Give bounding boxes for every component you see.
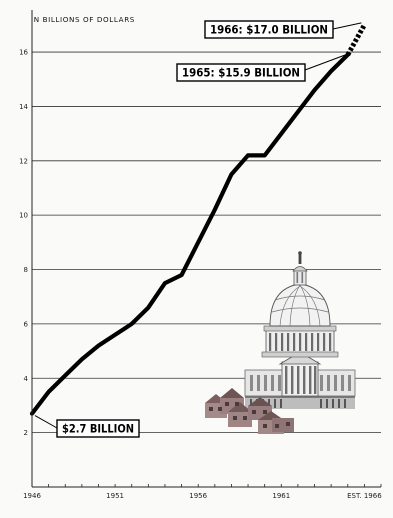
houses-icon: [205, 388, 294, 434]
series-line-solid: [29, 52, 350, 416]
callout-leader-2: [34, 415, 58, 429]
y-tick-label-4: 4: [24, 375, 29, 383]
x-tick-label-1961: 1961: [272, 492, 290, 500]
annotation-layer: 1966: $17.0 BILLION 1965: $15.9 BILLION $2…: [34, 20, 362, 438]
callout-leader-0: [332, 22, 362, 30]
y-tick-label-8: 8: [24, 266, 28, 274]
y-tick-label-12: 12: [19, 157, 28, 165]
x-tick-label-1966: EST. 1966: [347, 492, 382, 500]
y-tick-label-10: 10: [19, 212, 28, 220]
callout-box-0: [204, 20, 334, 39]
y-tick-label-2: 2: [24, 429, 28, 437]
capitol-building-icon: [244, 251, 356, 409]
x-tick-label-1951: 1951: [106, 492, 124, 500]
y-axis-label: IN BILLIONS OF DOLLARS: [31, 15, 135, 24]
x-tick-label-1956: 1956: [189, 492, 207, 500]
grid-layer: [32, 51, 381, 434]
y-tick-label-6: 6: [24, 320, 29, 328]
series-line-dashed: [345, 23, 367, 57]
callout-label-0: 1966: $17.0 BILLION: [210, 23, 328, 37]
y-tick-label-16: 16: [19, 49, 28, 57]
y-tick-label-14: 14: [19, 103, 28, 111]
callout-box-1: [176, 63, 306, 82]
callout-box-2: [56, 419, 140, 438]
x-tick-label-1946: 1946: [23, 492, 41, 500]
axis-layer: 2 4 6 8 10 12 14 16 1946 1951 1956 1961 EST. 1966: [19, 10, 382, 500]
callout-label-2: $2.7 BILLION: [62, 422, 134, 436]
callout-label-1: 1965: $15.9 BILLION: [182, 66, 300, 80]
callout-leader-1: [304, 54, 346, 71]
